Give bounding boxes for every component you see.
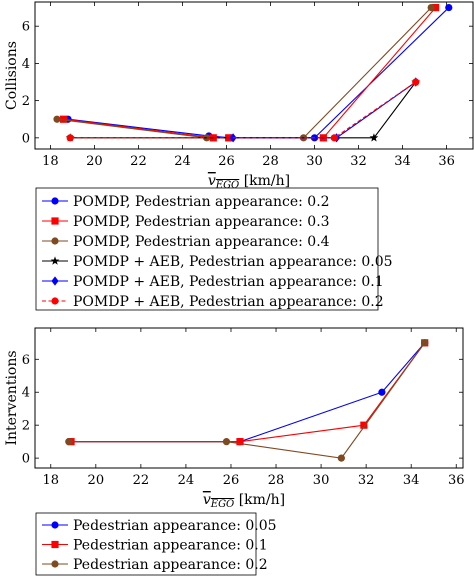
legend-item: POMDP + AEB, Pedestrian appearance: 0.2 [42, 294, 384, 310]
y-axis-label: Interventions [4, 350, 20, 445]
plot-frame [34, 327, 464, 469]
legend-marker [51, 540, 59, 549]
data-point [378, 388, 386, 396]
data-point [431, 3, 440, 12]
series-line [67, 7, 450, 139]
series-5 [229, 77, 420, 143]
x-tick-label: 30 [306, 154, 323, 169]
x-tick-label: 18 [42, 473, 59, 488]
series-3 [65, 339, 429, 462]
series-line [68, 342, 426, 459]
x-tick-label: 32 [350, 154, 367, 169]
data-point [330, 134, 338, 142]
x-tick-label: 18 [42, 154, 59, 169]
y-tick-label: 6 [22, 20, 30, 35]
x-tick-label: 20 [88, 473, 105, 488]
y-tick-label: 0 [22, 131, 30, 146]
legend-box [35, 187, 379, 311]
y-tick-label: 4 [22, 386, 30, 401]
x-axis-label: vEGO [km/h] [203, 492, 285, 510]
data-point [60, 115, 68, 123]
data-point [369, 133, 379, 142]
series-line [71, 342, 426, 443]
legend-label: POMDP, Pedestrian appearance: 0.2 [73, 194, 330, 210]
x-tick-label: 32 [358, 473, 375, 488]
legend-label: POMDP + AEB, Pedestrian appearance: 0.1 [73, 274, 384, 290]
x-tick-label: 26 [218, 154, 235, 169]
series-3 [53, 3, 435, 142]
data-point [360, 421, 368, 429]
data-point [66, 134, 74, 142]
y-tick-label: 0 [22, 452, 30, 467]
legend-item: Pedestrian appearance: 0.05 [42, 518, 277, 534]
legend-label: POMDP + AEB, Pedestrian appearance: 0.05 [73, 254, 393, 270]
x-tick-label: 34 [394, 154, 411, 169]
x-tick-label: 28 [262, 154, 279, 169]
x-tick-label: 30 [313, 473, 330, 488]
series-1 [64, 3, 453, 142]
legend-item: POMDP + AEB, Pedestrian appearance: 0.05 [42, 254, 393, 270]
series-line [233, 81, 417, 139]
x-tick-label: 22 [133, 473, 150, 488]
legend: POMDP, Pedestrian appearance: 0.2 POMDP, … [35, 187, 393, 311]
legend-box [35, 512, 257, 576]
legend-item: Pedestrian appearance: 0.2 [42, 557, 268, 573]
data-point [222, 438, 231, 446]
legend-item: Pedestrian appearance: 0.1 [42, 538, 268, 554]
series-line [56, 7, 432, 139]
legend-item: POMDP, Pedestrian appearance: 0.4 [42, 234, 330, 250]
legend-marker [51, 217, 59, 225]
data-point [337, 454, 345, 462]
series-line [63, 7, 436, 139]
legend-marker [51, 560, 59, 568]
legend-item: POMDP + AEB, Pedestrian appearance: 0.1 [42, 274, 384, 290]
x-tick-label: 28 [268, 473, 285, 488]
x-tick-label: 22 [130, 154, 147, 169]
x-tick-label: 26 [223, 473, 240, 488]
data-point [53, 115, 61, 123]
series-2 [67, 339, 429, 446]
data-point [236, 438, 244, 446]
legend-marker [51, 297, 59, 305]
legend-label: Pedestrian appearance: 0.2 [73, 557, 268, 573]
y-tick-label: 4 [22, 57, 30, 72]
x-axis-label: vEGO [km/h] [208, 173, 290, 191]
legend-marker [51, 521, 59, 529]
x-tick-label: 20 [86, 154, 103, 169]
legend-label: Pedestrian appearance: 0.05 [73, 518, 277, 534]
series-6 [66, 78, 420, 142]
legend-marker [51, 237, 59, 245]
legend: Pedestrian appearance: 0.05 Pedestrian ap… [35, 512, 277, 576]
data-point [65, 438, 73, 446]
series-line [71, 342, 426, 443]
y-tick-label: 6 [22, 353, 30, 368]
legend-marker [51, 276, 59, 286]
legend-marker [50, 256, 60, 265]
y-tick-label: 2 [22, 419, 30, 434]
series-line [70, 81, 417, 139]
x-tick-label: 36 [438, 154, 455, 169]
legend-label: Pedestrian appearance: 0.1 [73, 538, 268, 554]
legend-marker [51, 197, 59, 205]
data-point [427, 3, 435, 12]
legend-label: POMDP, Pedestrian appearance: 0.3 [73, 214, 330, 230]
legend-item: POMDP, Pedestrian appearance: 0.3 [42, 214, 330, 230]
x-tick-label: 24 [178, 473, 195, 488]
y-axis-label: Collisions [4, 41, 20, 110]
plot-frame [34, 1, 474, 150]
legend-item: POMDP, Pedestrian appearance: 0.2 [42, 194, 330, 210]
series-1 [67, 339, 429, 446]
x-tick-label: 36 [448, 473, 465, 488]
legend-label: POMDP + AEB, Pedestrian appearance: 0.2 [73, 294, 384, 310]
data-point [445, 3, 453, 12]
x-tick-label: 34 [403, 473, 420, 488]
data-point [421, 339, 429, 347]
x-tick-label: 24 [174, 154, 191, 169]
y-tick-label: 2 [22, 94, 30, 109]
data-point [412, 78, 420, 86]
legend-label: POMDP, Pedestrian appearance: 0.4 [73, 234, 330, 250]
